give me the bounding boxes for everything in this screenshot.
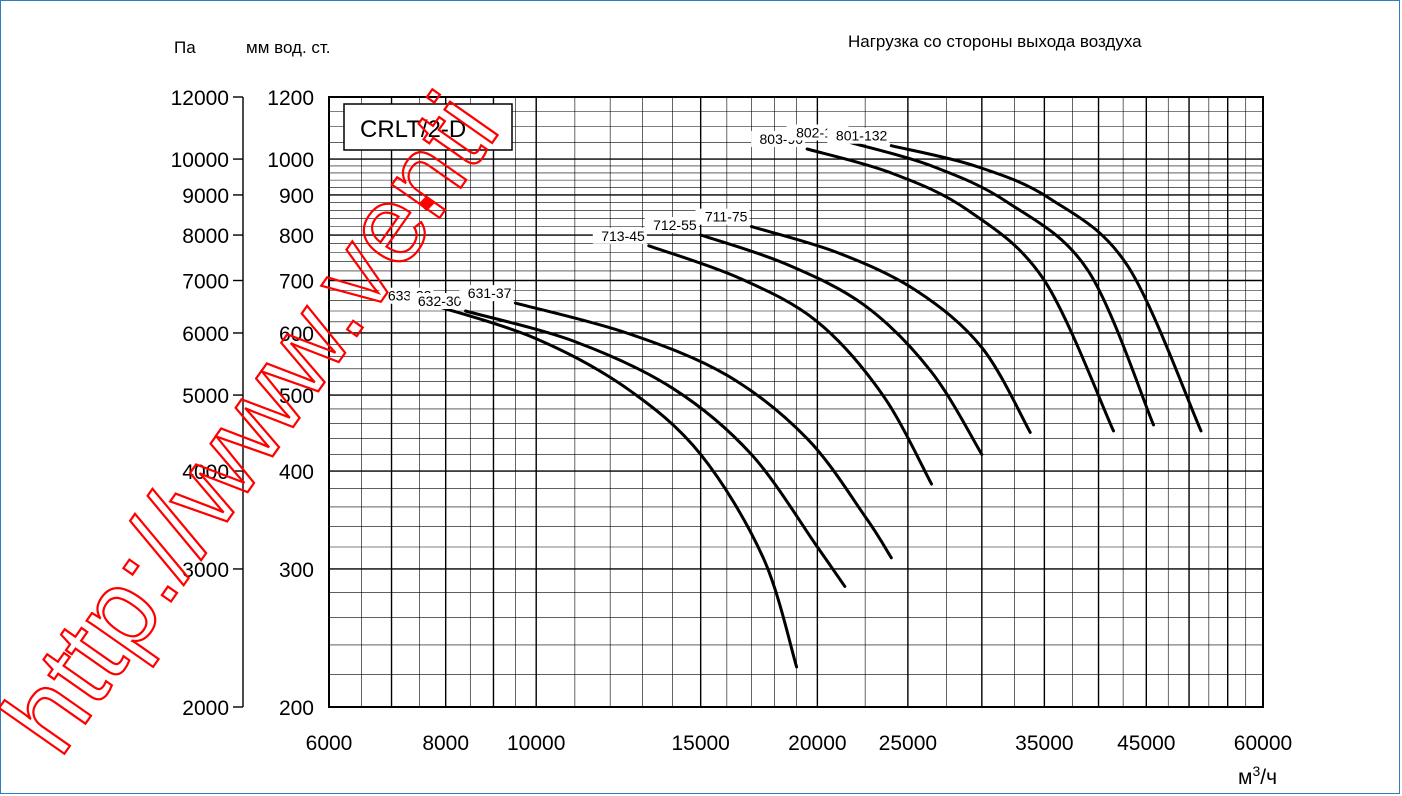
y-pa-tick-label: 5000 — [182, 385, 229, 408]
curve-label-bg — [592, 227, 647, 244]
y-mm-tick-label: 600 — [279, 323, 314, 346]
curve-label-bg — [827, 127, 890, 144]
y-pa-tick-label: 10000 — [171, 149, 229, 172]
curve-label: 632-30 — [418, 293, 462, 309]
y-mm-tick-label: 300 — [279, 559, 314, 582]
y-mm-tick-label: 500 — [279, 385, 314, 408]
y-pa-tick-label: 12000 — [171, 87, 229, 110]
curve-label: 711-75 — [705, 209, 748, 225]
y-mm-tick-label: 700 — [279, 271, 314, 294]
y-mm-tick-label: 1000 — [267, 149, 314, 172]
chart-title: Нагрузка со стороны выхода воздуха — [848, 32, 1142, 51]
curve-label: 713-45 — [601, 228, 645, 244]
x-unit-label: м3/ч — [1238, 763, 1277, 789]
x-tick-label: 10000 — [507, 732, 565, 755]
curve-label-bg — [459, 285, 514, 302]
curve-802-110 — [849, 141, 1155, 427]
y-unit-pa-label: Па — [174, 38, 196, 57]
curve-label: 631-37 — [468, 285, 512, 301]
y-mm-tick-label: 800 — [279, 225, 314, 248]
y-unit-mm-label: мм вод. ст. — [246, 38, 331, 57]
curve-633-22 — [433, 304, 799, 669]
model-label: CRLT/2-D — [360, 116, 466, 143]
curve-label-bg — [644, 217, 699, 234]
curve-803-90 — [805, 147, 1115, 433]
y-mm-tick-label: 1200 — [267, 87, 314, 110]
axes: 6000 8000 10000 15000 20000 25000 35000 45000 60… — [171, 87, 1293, 755]
curve-label: 712-55 — [653, 217, 697, 233]
watermark: http://www.venti — [0, 71, 523, 775]
curve-801-132 — [889, 144, 1203, 433]
curve-712-55 — [699, 233, 984, 456]
x-tick-label: 6000 — [306, 732, 353, 755]
y-mm-tick-label: 900 — [279, 185, 314, 208]
x-tick-label: 15000 — [671, 732, 729, 755]
y-pa-tick-label: 7000 — [182, 271, 229, 294]
curve-631-37 — [513, 301, 893, 560]
y-mm-tick-label: 200 — [279, 697, 314, 720]
y-mm-tick-label: 400 — [279, 461, 314, 484]
curve-713-45 — [647, 244, 933, 486]
x-tick-label: 35000 — [1015, 732, 1073, 755]
curves: 633-22632-30631-37713-45712-55711-75803-… — [379, 124, 1203, 669]
watermark-dot — [418, 195, 435, 212]
curve-632-30 — [464, 309, 847, 588]
x-tick-label: 45000 — [1117, 732, 1175, 755]
curve-label: 801-132 — [836, 128, 888, 144]
curve-label-bg — [409, 293, 464, 310]
y-pa-tick-label: 6000 — [182, 323, 229, 346]
x-tick-label: 8000 — [422, 732, 469, 755]
x-tick-label: 60000 — [1234, 732, 1292, 755]
model-label-box — [343, 103, 513, 151]
curve-label-bg — [695, 208, 750, 225]
y-pa-tick-label: 9000 — [182, 185, 229, 208]
y-pa-tick-label: 2000 — [182, 697, 229, 720]
y-pa-tick-label: 3000 — [182, 559, 229, 582]
x-tick-label: 25000 — [879, 732, 937, 755]
plot-frame — [328, 96, 1264, 708]
curve-711-75 — [749, 225, 1032, 434]
watermark-text: http://www.venti — [0, 72, 522, 774]
y-pa-tick-label: 8000 — [182, 225, 229, 248]
x-tick-label: 20000 — [788, 732, 846, 755]
y-pa-tick-label: 4000 — [182, 461, 229, 484]
